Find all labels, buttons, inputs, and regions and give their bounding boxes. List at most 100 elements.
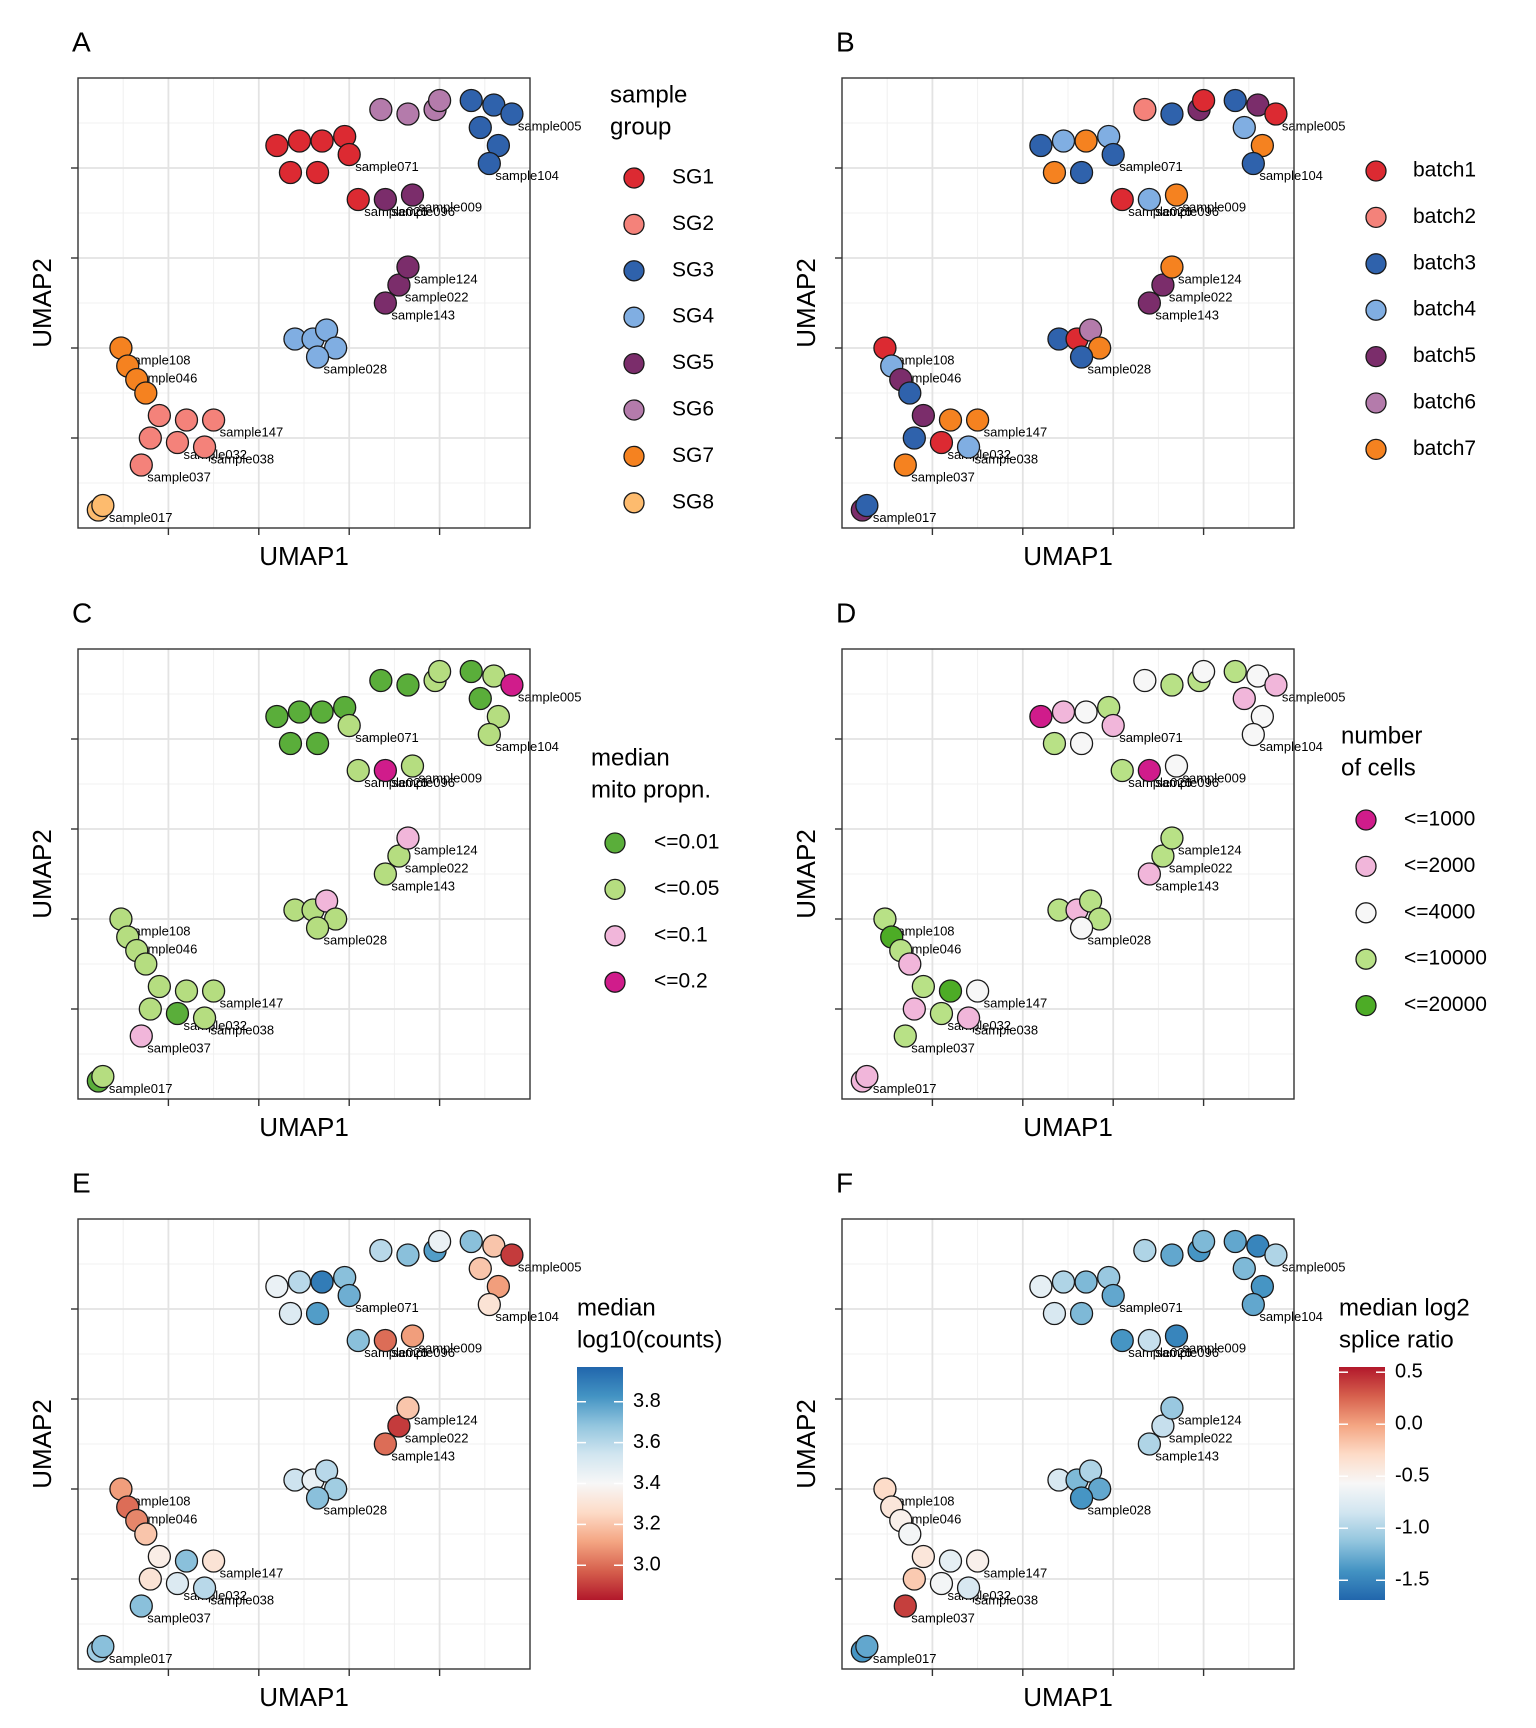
point xyxy=(1110,187,1134,212)
legend-label: batch6 xyxy=(1413,391,1476,414)
point xyxy=(201,1549,226,1573)
point xyxy=(337,713,361,738)
point xyxy=(396,102,420,126)
x-axis-title: UMAP1 xyxy=(259,541,349,571)
point xyxy=(278,731,303,756)
legend-swatch xyxy=(1355,855,1377,878)
point-label: sample022 xyxy=(1169,1430,1233,1445)
point xyxy=(134,1522,158,1546)
point xyxy=(310,700,334,724)
point-label: sample038 xyxy=(975,1022,1039,1037)
legend-swatch xyxy=(1365,299,1387,321)
point-label: sample096 xyxy=(391,1345,455,1360)
point-label: sample038 xyxy=(975,1592,1039,1607)
point xyxy=(1264,673,1288,697)
point xyxy=(1029,133,1053,158)
point xyxy=(1191,1229,1216,1254)
point-label: sample046 xyxy=(134,370,198,385)
point xyxy=(1164,1324,1189,1348)
point-label: sample143 xyxy=(391,307,455,322)
point xyxy=(265,1274,289,1299)
point-label: sample108 xyxy=(891,352,955,367)
colorbar-tick-label: -0.5 xyxy=(1395,1465,1429,1487)
point xyxy=(192,1576,217,1600)
plot-frame xyxy=(841,1218,1295,1670)
legend-swatch xyxy=(604,971,626,993)
panel-label: E xyxy=(72,1167,91,1198)
legend-swatch xyxy=(623,445,645,468)
point xyxy=(893,453,917,477)
point-label: sample071 xyxy=(1119,1300,1183,1315)
point xyxy=(1223,88,1247,113)
point xyxy=(965,1549,990,1573)
point xyxy=(468,686,492,711)
point-label: sample104 xyxy=(495,739,559,754)
point xyxy=(305,160,330,185)
point xyxy=(500,673,524,697)
point-label: sample028 xyxy=(1088,932,1152,947)
point-label: sample022 xyxy=(405,860,469,875)
point-label: sample147 xyxy=(220,1565,284,1580)
point-label: sample143 xyxy=(1155,307,1219,322)
point xyxy=(893,1594,917,1618)
point xyxy=(1101,1283,1125,1308)
point xyxy=(305,916,330,940)
point-label: sample017 xyxy=(873,510,937,525)
point-label: sample104 xyxy=(1259,739,1323,754)
legend-label: SG5 xyxy=(672,351,714,374)
point xyxy=(1232,1256,1256,1281)
point xyxy=(337,1283,361,1308)
point-label: sample147 xyxy=(984,995,1048,1010)
point xyxy=(1223,1229,1247,1254)
point xyxy=(396,255,420,279)
point-label: sample005 xyxy=(1282,689,1346,704)
point-label: sample038 xyxy=(975,451,1039,466)
y-axis-title: UMAP2 xyxy=(27,258,57,348)
point-label: sample108 xyxy=(891,1493,955,1508)
y-axis-title: UMAP2 xyxy=(27,1399,57,1489)
point xyxy=(1133,1238,1157,1263)
legend-swatch xyxy=(604,832,626,854)
point xyxy=(468,115,492,140)
point xyxy=(1069,731,1094,756)
point-label: sample028 xyxy=(1088,1502,1152,1517)
point-label: sample071 xyxy=(1119,730,1183,745)
legend-label: <=0.1 xyxy=(654,923,708,946)
point xyxy=(373,758,398,783)
point-label: sample005 xyxy=(518,118,582,133)
point xyxy=(1241,722,1265,747)
point-label: sample124 xyxy=(1178,271,1242,286)
point xyxy=(938,1549,963,1573)
point xyxy=(1110,758,1134,783)
point xyxy=(396,826,420,850)
point xyxy=(165,430,190,455)
y-axis-title: UMAP2 xyxy=(791,1399,821,1489)
point-label: sample108 xyxy=(127,352,191,367)
point-label: sample046 xyxy=(134,1511,198,1526)
point xyxy=(278,160,303,185)
point xyxy=(1069,345,1094,369)
point xyxy=(1069,916,1094,940)
legend-swatch xyxy=(1365,160,1387,182)
point xyxy=(965,408,990,432)
point xyxy=(902,426,926,450)
point xyxy=(129,1024,153,1048)
x-axis-title: UMAP1 xyxy=(1023,1112,1113,1142)
point xyxy=(1160,255,1184,279)
legend-label: <=0.05 xyxy=(654,877,719,900)
point xyxy=(1101,142,1125,167)
legend-label: batch4 xyxy=(1413,298,1476,321)
point-label: sample017 xyxy=(109,1651,173,1666)
legend-swatch xyxy=(623,352,645,375)
point xyxy=(898,952,922,976)
point xyxy=(129,1594,153,1618)
point-label: sample017 xyxy=(109,510,173,525)
point xyxy=(147,974,172,999)
point-label: sample009 xyxy=(1182,199,1246,214)
point xyxy=(1133,97,1157,122)
plot-frame xyxy=(77,648,531,1100)
legend-label: <=0.01 xyxy=(654,831,719,854)
point-label: sample009 xyxy=(418,1340,482,1355)
colorbar xyxy=(1339,1367,1385,1600)
legend-swatch xyxy=(623,260,645,282)
